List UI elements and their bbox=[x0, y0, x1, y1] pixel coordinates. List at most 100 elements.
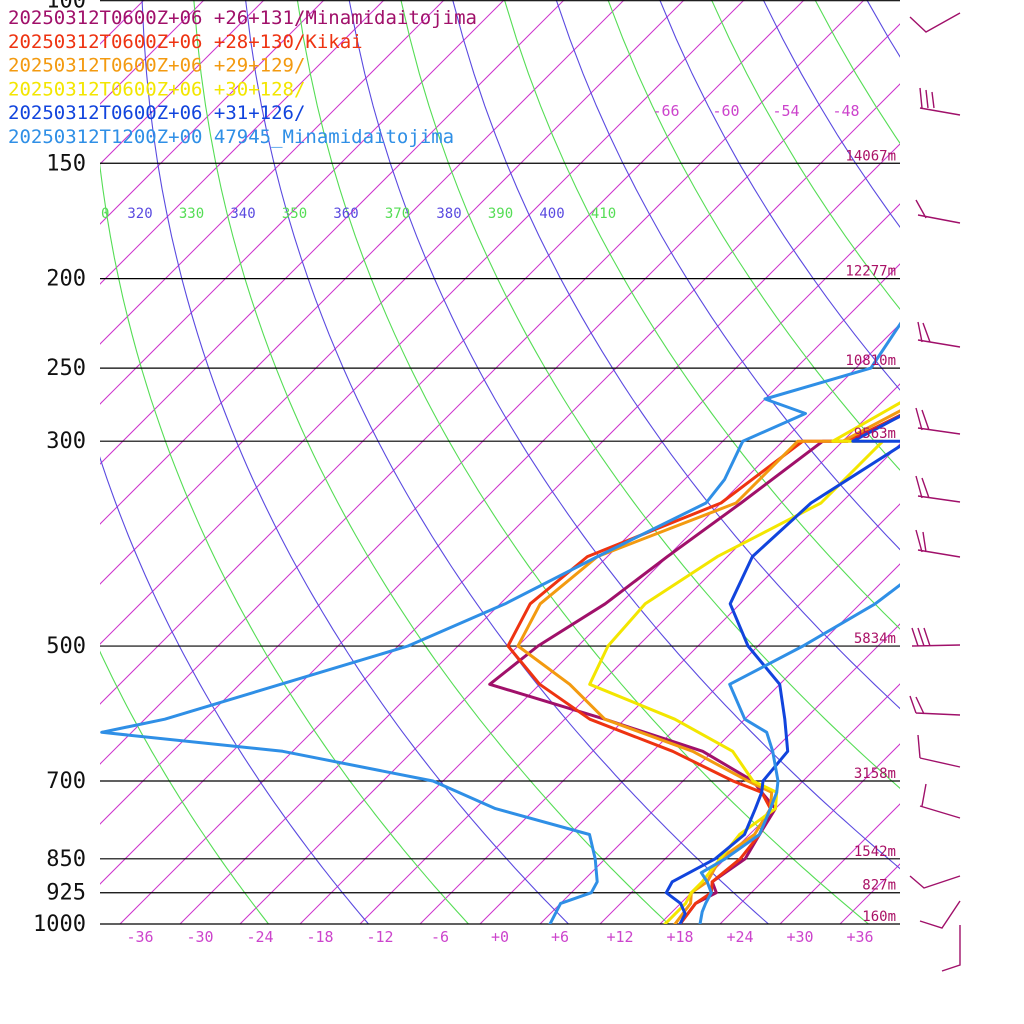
wind-barb bbox=[941, 925, 961, 972]
legend-entry: 20250312T0600Z+06 +30+128/ bbox=[8, 78, 305, 100]
legend-entry: 20250312T0600Z+06 +31+126/ bbox=[8, 102, 305, 124]
isentrope-label: 380 bbox=[436, 206, 461, 222]
isotherm-line bbox=[100, 23, 900, 825]
wind-barb bbox=[909, 875, 961, 889]
isentrope-line bbox=[193, 0, 670, 924]
background-grid bbox=[100, 0, 900, 924]
isentrope-label: 400 bbox=[539, 206, 564, 222]
isotherm-line bbox=[100, 0, 505, 405]
isotherm-line bbox=[839, 863, 900, 924]
height-label: 1542m bbox=[854, 844, 896, 860]
isentrope-label: 410 bbox=[591, 206, 616, 222]
pressure-tick-label: 1000 bbox=[33, 912, 86, 937]
temperature-tick-label: -6 bbox=[431, 928, 449, 946]
series-line bbox=[100, 321, 900, 924]
isentrope-label: 350 bbox=[282, 206, 307, 222]
wind-barb bbox=[911, 627, 961, 647]
isentrope-line bbox=[659, 0, 900, 391]
isotherm-line bbox=[100, 0, 805, 705]
isotherm-line bbox=[479, 503, 900, 924]
wind-barb bbox=[909, 12, 961, 33]
isotherm-line bbox=[899, 923, 900, 924]
isotherm-line bbox=[100, 0, 745, 645]
temperature-tick-label: +24 bbox=[726, 928, 753, 946]
isentrope-line bbox=[400, 0, 900, 790]
isentrope-label: 360 bbox=[333, 206, 358, 222]
pressure-tick-label: 150 bbox=[46, 151, 86, 176]
isentrope-label: 320 bbox=[127, 206, 152, 222]
pressure-tick-label: 925 bbox=[46, 881, 86, 906]
isotherm-line bbox=[179, 203, 900, 924]
temperature-tick-label: +0 bbox=[491, 928, 509, 946]
pressure-tick-label: 300 bbox=[46, 429, 86, 454]
isotherm-line bbox=[359, 383, 900, 924]
temperature-tick-label: -36 bbox=[126, 928, 153, 946]
upper-temperature-label: -48 bbox=[832, 102, 859, 120]
temperature-tick-label: +30 bbox=[786, 928, 813, 946]
temperature-tick-label: -12 bbox=[366, 928, 393, 946]
isotherm-line bbox=[100, 0, 385, 285]
height-label: 160m bbox=[862, 909, 896, 925]
temperature-tick-label: -24 bbox=[246, 928, 273, 946]
temperature-tick-label: -18 bbox=[306, 928, 333, 946]
isentrope-line bbox=[555, 0, 900, 551]
isotherm-line bbox=[659, 683, 900, 924]
temperature-tick-label: +6 bbox=[551, 928, 569, 946]
isentrope-line bbox=[866, 0, 900, 58]
upper-temperature-label: -54 bbox=[772, 102, 799, 120]
isentrope-label: 340 bbox=[230, 206, 255, 222]
isentrope-line bbox=[100, 650, 270, 924]
isobar-lines bbox=[100, 0, 900, 925]
isentrope-line bbox=[503, 0, 900, 630]
isotherm-line bbox=[100, 0, 685, 585]
height-label: 827m bbox=[862, 878, 896, 894]
isotherm-line bbox=[299, 323, 900, 924]
height-label: 9563m bbox=[854, 426, 896, 442]
isentrope-label: 330 bbox=[179, 206, 204, 222]
height-label: 14067m bbox=[845, 148, 896, 164]
isotherm-line bbox=[100, 0, 325, 225]
isotherm-line bbox=[779, 803, 900, 924]
isotherm-line bbox=[100, 0, 205, 105]
wind-barb bbox=[915, 475, 961, 503]
pressure-tick-label: 100 bbox=[46, 0, 86, 14]
isotherm-line bbox=[100, 0, 865, 765]
series-line bbox=[516, 409, 900, 924]
wind-barbs bbox=[909, 12, 961, 972]
temperature-tick-label: +18 bbox=[666, 928, 693, 946]
wind-barb bbox=[915, 199, 961, 224]
isotherm-line bbox=[719, 743, 900, 924]
isentrope-line bbox=[762, 0, 900, 228]
isotherm-line bbox=[100, 0, 265, 165]
wind-barb bbox=[915, 407, 961, 435]
legend-entry: 20250312T1200Z+00 47945_Minamidaitojima bbox=[8, 126, 454, 148]
isentrope-line bbox=[141, 0, 570, 924]
isentrope-line bbox=[296, 0, 870, 924]
wind-barb bbox=[919, 783, 961, 819]
isotherm-line bbox=[100, 0, 625, 525]
wind-barb bbox=[917, 321, 961, 348]
series-line bbox=[488, 414, 900, 924]
pressure-tick-label: 500 bbox=[46, 634, 86, 659]
isotherm-line bbox=[100, 0, 565, 465]
sounding-profiles bbox=[100, 321, 900, 924]
wind-barb bbox=[919, 900, 961, 929]
isentrope-line bbox=[711, 0, 900, 311]
axis-labels: 100 150 200 250 300 500 700 850 925 1000 -36 -30 -24… bbox=[33, 0, 896, 946]
isentrope-label: 370 bbox=[385, 206, 410, 222]
series-line bbox=[506, 413, 900, 924]
isentrope-line bbox=[348, 0, 900, 870]
pressure-tick-label: 250 bbox=[46, 356, 86, 381]
legend-entry: 20250312T0600Z+06 +29+129/ bbox=[8, 55, 305, 77]
wind-barb bbox=[915, 529, 961, 558]
isentrope-line bbox=[100, 162, 470, 924]
wind-barb bbox=[909, 695, 961, 716]
isentrope-label: 0 bbox=[101, 206, 109, 222]
temperature-tick-label: +12 bbox=[606, 928, 633, 946]
isentrope-line bbox=[245, 0, 770, 924]
height-label: 5834m bbox=[854, 631, 896, 647]
legend: 20250312T0600Z+06 +26+131/Minamidaitojim… bbox=[8, 7, 477, 148]
isotherm-line bbox=[100, 0, 445, 345]
isentrope-line bbox=[100, 456, 370, 924]
